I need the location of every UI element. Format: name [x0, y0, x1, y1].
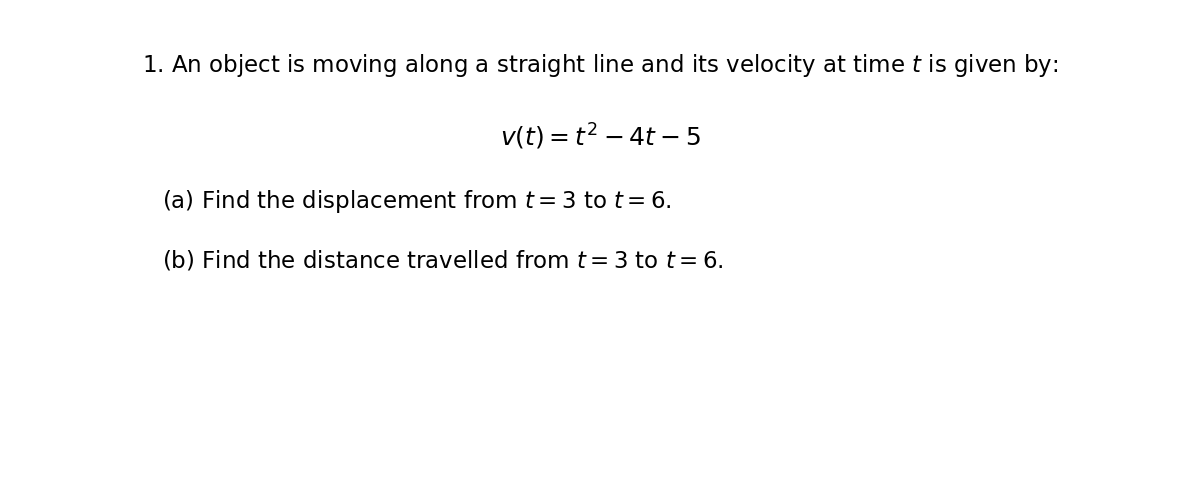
- Text: $v(t) = t^2 - 4t - 5$: $v(t) = t^2 - 4t - 5$: [499, 122, 701, 152]
- Text: (b) Find the distance travelled from $t = 3$ to $t = 6$.: (b) Find the distance travelled from $t …: [162, 248, 724, 272]
- Text: (a) Find the displacement from $t = 3$ to $t = 6$.: (a) Find the displacement from $t = 3$ t…: [162, 188, 672, 215]
- Text: 1. An object is moving along a straight line and its velocity at time $t$ is giv: 1. An object is moving along a straight …: [142, 52, 1058, 79]
